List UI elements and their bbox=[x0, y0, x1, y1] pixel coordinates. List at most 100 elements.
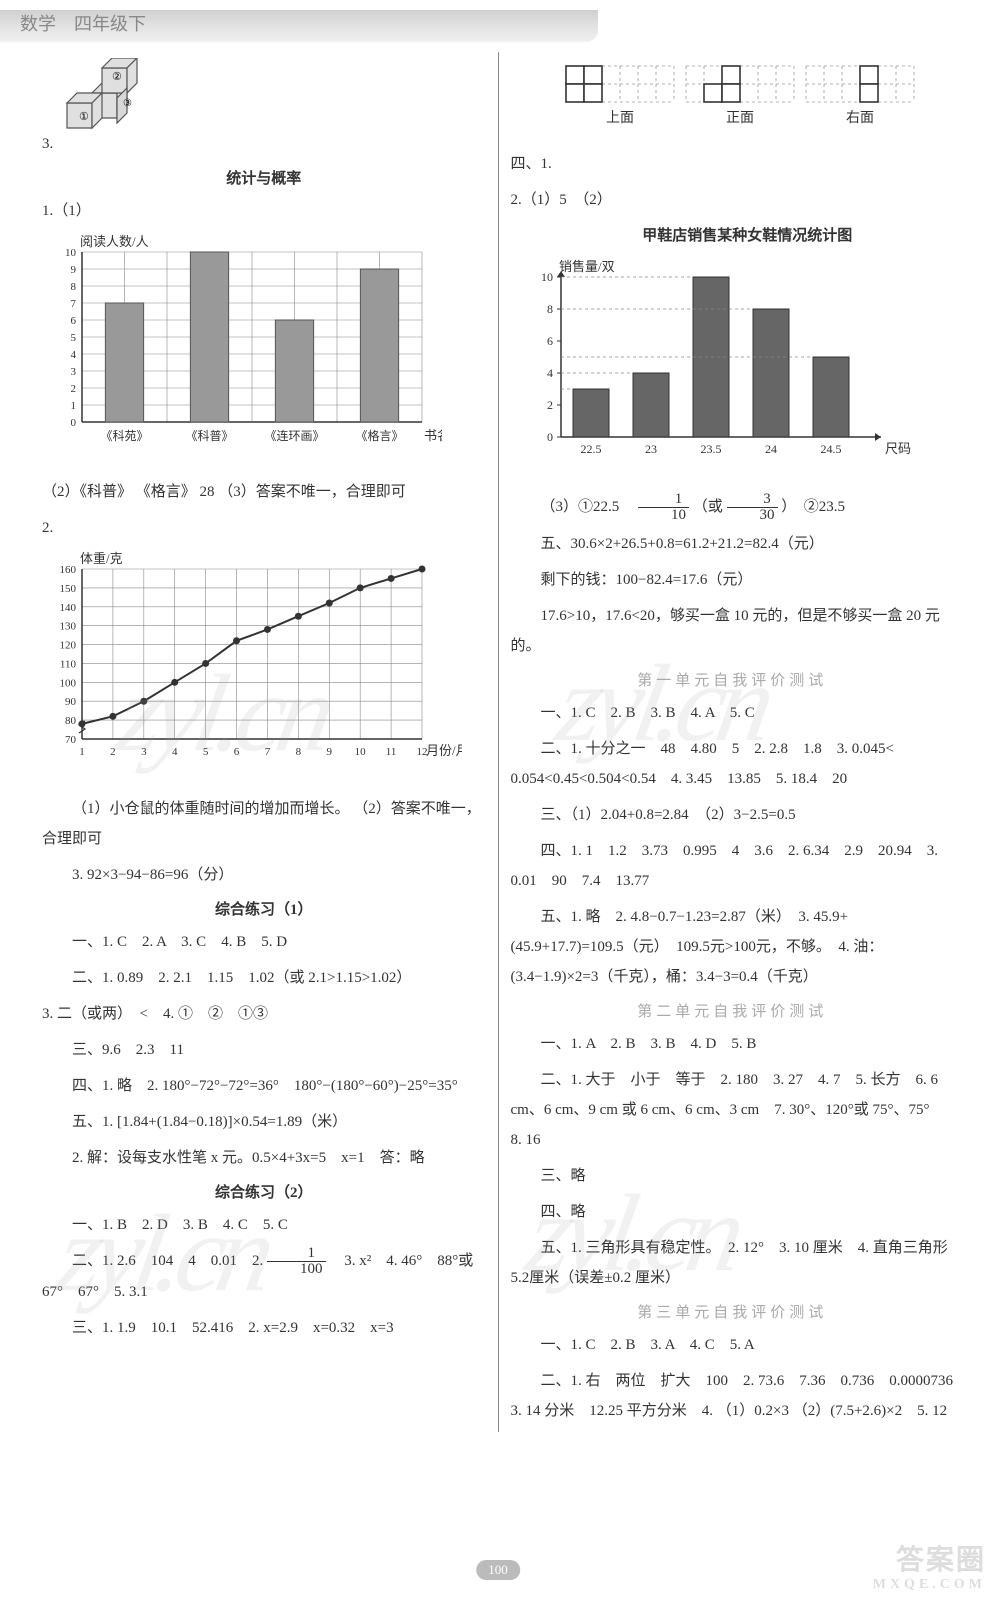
svg-text:《连环画》: 《连环画》 bbox=[264, 428, 324, 443]
svg-text:150: 150 bbox=[60, 583, 77, 595]
sec-u2: 第二单元自我评价测试 bbox=[511, 1000, 955, 1021]
svg-text:体重/克: 体重/克 bbox=[80, 551, 123, 566]
svg-text:1: 1 bbox=[71, 400, 77, 412]
svg-text:10: 10 bbox=[541, 270, 553, 284]
svg-text:4: 4 bbox=[547, 366, 553, 380]
svg-text:3: 3 bbox=[141, 746, 147, 758]
svg-text:80: 80 bbox=[65, 715, 77, 727]
svg-text:4: 4 bbox=[71, 349, 77, 361]
ans3-mid: （或 bbox=[693, 499, 723, 515]
page-number: 100 bbox=[476, 1560, 520, 1580]
bar-chart-shoes: 销售量/双024681022.52323.52424.5尺码/cm bbox=[511, 257, 911, 477]
svg-text:7: 7 bbox=[265, 746, 271, 758]
u1-2: 二、1. 十分之一 48 4.80 5 2. 2.8 1.8 3. 0.045<… bbox=[511, 734, 955, 794]
svg-text:2: 2 bbox=[547, 398, 553, 412]
page: 数学 四年级下 zyl.cn zyl.cn zyl.cn zyl.cn 3. bbox=[0, 0, 996, 1600]
section-stats-title: 统计与概率 bbox=[42, 167, 486, 188]
ans-2-1: （1）小仓鼠的体重随时间的增加而增长。 （2）答案不唯一，合理即可 bbox=[42, 794, 486, 854]
q3-label: 3. bbox=[42, 136, 53, 152]
svg-text:23: 23 bbox=[645, 442, 657, 456]
svg-text:22.5: 22.5 bbox=[580, 442, 601, 456]
svg-text:①: ① bbox=[79, 111, 89, 123]
svg-text:100: 100 bbox=[60, 677, 77, 689]
u1-5: 五、1. 略 2. 4.8−0.7−1.23=2.87（米） 3. 45.9+ … bbox=[511, 902, 955, 992]
sec-ex1: 综合练习（1） bbox=[42, 898, 486, 919]
svg-text:5: 5 bbox=[71, 332, 77, 344]
svg-text:销售量/双: 销售量/双 bbox=[559, 259, 615, 274]
ex2-1: 一、1. B 2. D 3. B 4. C 5. C bbox=[42, 1210, 486, 1240]
ex1-4: 四、1. 略 2. 180°−72°−72°=36° 180°−(180°−60… bbox=[42, 1071, 486, 1101]
chart3-wrap: 销售量/双024681022.52323.52424.5尺码/cm bbox=[511, 257, 955, 482]
svg-text:阅读人数/人: 阅读人数/人 bbox=[80, 234, 149, 249]
watermark-corner: 答案圈 MXQE.COM bbox=[873, 1546, 986, 1592]
svg-text:上面: 上面 bbox=[606, 110, 634, 126]
f1d: 10 bbox=[638, 508, 689, 523]
svg-text:9: 9 bbox=[327, 746, 333, 758]
ans3-f2: 3 30 bbox=[727, 492, 778, 523]
f2d: 30 bbox=[727, 508, 778, 523]
svg-text:10: 10 bbox=[355, 746, 367, 758]
svg-text:1: 1 bbox=[79, 746, 85, 758]
svg-text:0: 0 bbox=[71, 417, 77, 429]
ex1-5a: 五、1. [1.84+(1.84−0.18)]×0.54=1.89（米） bbox=[42, 1107, 486, 1137]
five-c: 17.6>10，17.6<20，够买一盒 10 元的，但是不够买一盒 20 元的… bbox=[511, 601, 955, 661]
svg-text:3: 3 bbox=[71, 366, 77, 378]
u3-1: 一、1. C 2. B 3. A 4. C 5. A bbox=[511, 1330, 955, 1360]
svg-text:书名: 书名 bbox=[424, 428, 442, 443]
chart1-wrap: 阅读人数/人012345678910《科苑》《科普》《连环画》《格言》书名 bbox=[42, 232, 486, 467]
ans3-f1: 1 10 bbox=[638, 492, 689, 523]
ex1-5b: 2. 解：设每支水性笔 x 元。0.5×4+3x=5 x=1 答：略 bbox=[42, 1143, 486, 1173]
q2-1: 2.（1）5 （2） bbox=[511, 185, 955, 215]
chart2-wrap: 体重/克708090100110120130140150160123456789… bbox=[42, 549, 486, 784]
svg-text:10: 10 bbox=[65, 247, 77, 259]
u2-3: 三、略 bbox=[511, 1161, 955, 1191]
top-banner: 数学 四年级下 bbox=[0, 10, 598, 42]
u2-2: 二、1. 大于 小于 等于 2. 180 3. 27 4. 7 5. 长方 6.… bbox=[511, 1065, 955, 1155]
svg-text:8: 8 bbox=[296, 746, 302, 758]
svg-text:9: 9 bbox=[71, 264, 77, 276]
svg-text:尺码/cm: 尺码/cm bbox=[885, 441, 911, 456]
q3: 3. bbox=[42, 58, 486, 159]
three-views: 上面 正面 右面 bbox=[556, 58, 916, 168]
ex2-2-pre: 二、1. 2.6 104 4 0.01 2. bbox=[72, 1253, 267, 1269]
left-column: 3. bbox=[30, 52, 499, 1432]
svg-text:6: 6 bbox=[71, 315, 77, 327]
svg-text:120: 120 bbox=[60, 640, 77, 652]
svg-text:《科苑》: 《科苑》 bbox=[100, 429, 148, 443]
ans-1-2: （2）《科普》 《格言》 28 （3）答案不唯一，合理即可 bbox=[42, 477, 486, 507]
frac-d: 100 bbox=[267, 1262, 326, 1277]
u2-1: 一、1. A 2. B 3. B 4. D 5. B bbox=[511, 1029, 955, 1059]
ex2-2-frac: 1 100 bbox=[267, 1246, 326, 1277]
wm-br-top: 答案圈 bbox=[896, 1545, 986, 1576]
f2n: 3 bbox=[727, 492, 778, 508]
svg-text:8: 8 bbox=[71, 281, 77, 293]
sec-u3: 第三单元自我评价测试 bbox=[511, 1301, 955, 1322]
svg-text:70: 70 bbox=[65, 734, 77, 746]
svg-text:5: 5 bbox=[203, 746, 209, 758]
ex1-2a: 二、1. 0.89 2. 2.1 1.15 1.02（或 2.1>1.15>1.… bbox=[42, 963, 486, 993]
svg-text:正面: 正面 bbox=[726, 111, 754, 126]
u1-3: 三、（1）2.04+0.8=2.84 （2）3−2.5=0.5 bbox=[511, 800, 955, 830]
ex1-3: 三、9.6 2.3 11 bbox=[42, 1035, 486, 1065]
q4: 四、1. 上面正面右面 bbox=[511, 58, 955, 179]
u2-5: 五、1. 三角形具有稳定性。 2. 12° 3. 10 厘米 4. 直角三角形 … bbox=[511, 1233, 955, 1293]
svg-text:8: 8 bbox=[547, 302, 553, 316]
svg-text:4: 4 bbox=[172, 746, 178, 758]
ex2-2: 二、1. 2.6 104 4 0.01 2. 1 100 3. x² 4. 46… bbox=[42, 1246, 486, 1307]
bar-chart-reading: 阅读人数/人012345678910《科苑》《科普》《连环画》《格言》书名 bbox=[42, 232, 442, 462]
svg-text:右面: 右面 bbox=[846, 110, 874, 126]
svg-text:②: ② bbox=[112, 71, 122, 83]
svg-text:《科普》: 《科普》 bbox=[185, 429, 233, 443]
ans-3: 3. 92×3−94−86=96（分） bbox=[42, 860, 486, 890]
line-chart-weight: 体重/克708090100110120130140150160123456789… bbox=[42, 549, 462, 779]
svg-text:6: 6 bbox=[547, 334, 553, 348]
svg-text:24: 24 bbox=[765, 442, 777, 456]
columns: 3. bbox=[0, 42, 996, 1442]
five-b: 剩下的钱：100−82.4=17.6（元） bbox=[511, 565, 955, 595]
sec-u1: 第一单元自我评价测试 bbox=[511, 669, 955, 690]
svg-text:7: 7 bbox=[71, 298, 77, 310]
svg-text:2: 2 bbox=[110, 746, 116, 758]
five-a: 五、30.6×2+26.5+0.8=61.2+21.2=82.4（元） bbox=[511, 529, 955, 559]
svg-text:23.5: 23.5 bbox=[700, 442, 721, 456]
sec-ex2: 综合练习（2） bbox=[42, 1181, 486, 1202]
